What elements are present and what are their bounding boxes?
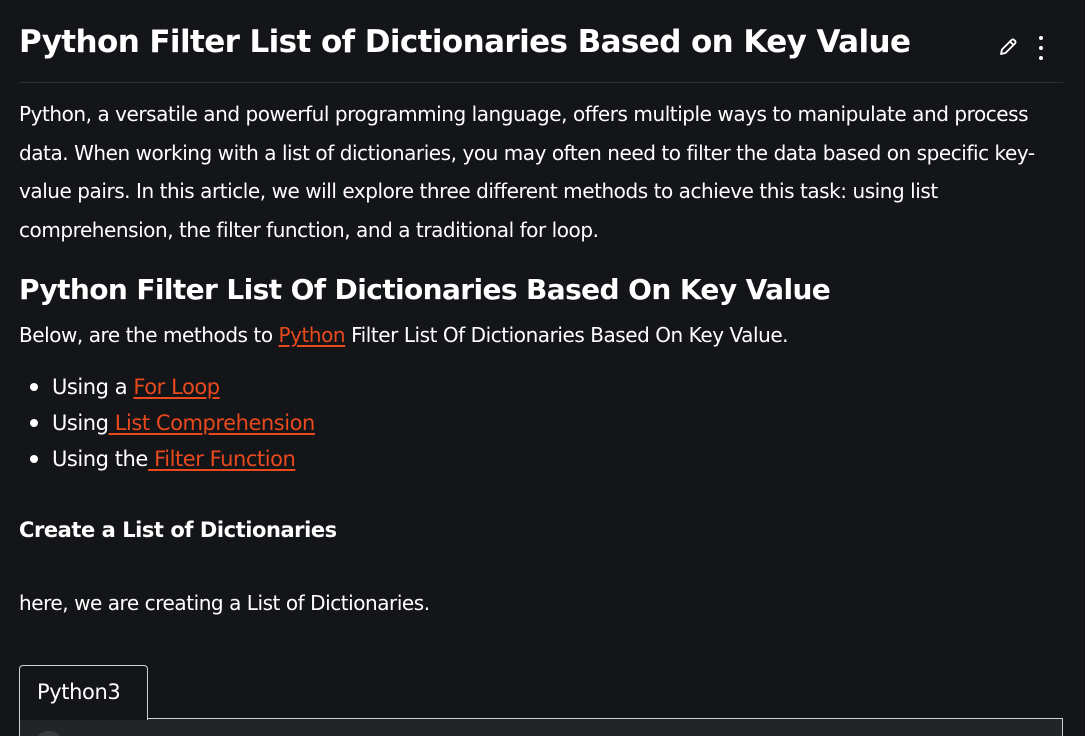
list-comprehension-link[interactable]: List Comprehension [108, 411, 316, 435]
title-bar: Python Filter List of Dictionaries Based… [19, 18, 1063, 83]
tab-label: Python3 [37, 680, 121, 704]
intro-paragraph: Python, a versatile and powerful program… [19, 102, 1035, 242]
subheading-create-list: Create a List of Dictionaries [19, 518, 337, 542]
subheading-text: here, we are creating a List of Dictiona… [19, 591, 430, 615]
list-item-filter-function: Using the Filter Function [19, 441, 315, 477]
bullet-icon [30, 455, 38, 463]
list-item-prefix: Using [52, 411, 109, 435]
bullet-icon [30, 419, 38, 427]
page-title: Python Filter List of Dictionaries Based… [19, 24, 911, 60]
bullet-icon [30, 383, 38, 391]
section-heading: Python Filter List Of Dictionaries Based… [19, 273, 831, 306]
pencil-icon[interactable] [996, 35, 1020, 59]
list-item-for-loop: Using a For Loop [19, 369, 315, 405]
python-link[interactable]: Python [278, 323, 346, 347]
tab-python3[interactable]: Python3 [19, 665, 148, 720]
code-avatar-icon [34, 731, 64, 736]
methods-list: Using a For Loop Using List Comprehensio… [19, 369, 315, 477]
methods-intro-text-before: Below, are the methods to [19, 323, 279, 347]
kebab-menu-icon[interactable] [1029, 34, 1053, 62]
list-item-prefix: Using the [52, 447, 148, 471]
code-block [19, 718, 1063, 736]
methods-intro: Below, are the methods to Python Filter … [19, 319, 789, 351]
for-loop-link[interactable]: For Loop [133, 375, 220, 399]
methods-intro-text-after: Filter List Of Dictionaries Based On Key… [345, 323, 789, 347]
filter-function-link[interactable]: Filter Function [147, 447, 296, 471]
list-item-prefix: Using a [52, 375, 134, 399]
list-item-list-comprehension: Using List Comprehension [19, 405, 315, 441]
